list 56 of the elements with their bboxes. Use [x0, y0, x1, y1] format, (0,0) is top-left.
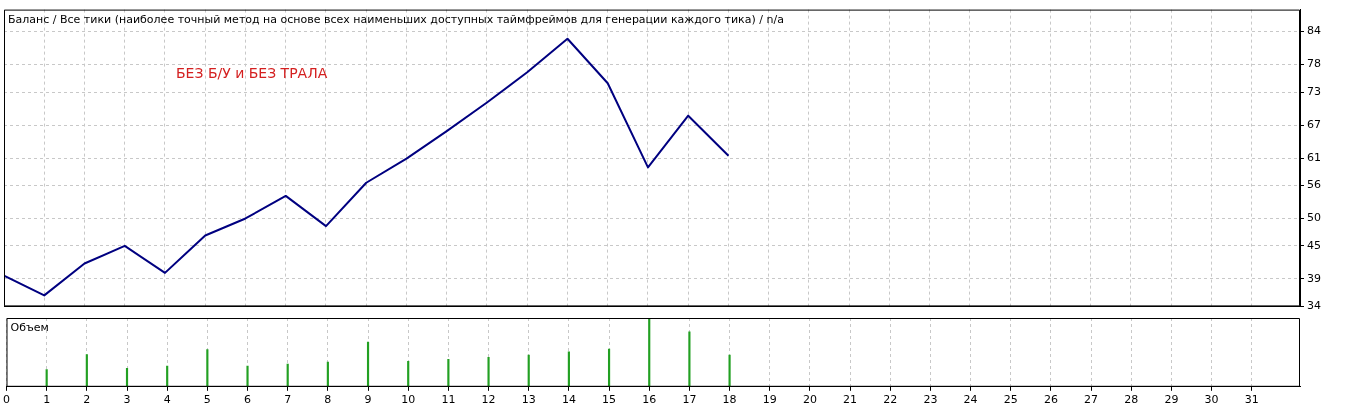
x-tick-label: 29 [1164, 393, 1179, 407]
y-tick-label: 78 [1307, 57, 1321, 71]
y-tick-label: 34 [1307, 299, 1321, 313]
x-tick-label: 25 [1003, 393, 1018, 407]
bar [366, 341, 370, 387]
bar [728, 354, 731, 387]
x-tick-label: 4 [163, 393, 171, 407]
bar [487, 356, 490, 387]
x-tick-label: 26 [1043, 393, 1058, 407]
chart-title: Объем [10, 321, 49, 335]
x-tick-label: 7 [284, 393, 292, 407]
y-tick-label: 39 [1307, 271, 1321, 285]
x-tick-label: 31 [1244, 393, 1259, 407]
y-tick-label: 50 [1307, 211, 1321, 225]
x-tick-label: 12 [481, 393, 496, 407]
x-tick-label: 10 [401, 393, 416, 407]
y-tick-label: 73 [1307, 84, 1321, 98]
y-tick-label: 61 [1307, 150, 1321, 164]
x-tick-label: 30 [1204, 393, 1219, 407]
x-tick-label: 17 [682, 393, 697, 407]
x-tick-label: 1 [43, 393, 51, 407]
x-tick-label: 2 [83, 393, 91, 407]
chart-title: Баланс / Все тики (наиболее точный метод на основе всех наименьших доступных таймфреймов для генерации каждого тика) / n/a [8, 12, 784, 26]
x-tick-label: 3 [123, 393, 131, 407]
x-tick-label: 14 [561, 393, 576, 407]
x-tick-label: 18 [722, 393, 737, 407]
bar [85, 354, 88, 387]
x-tick-label: 21 [843, 393, 858, 407]
y-tick-label: 84 [1307, 24, 1321, 38]
annotation: БЕЗ Б/У и БЕЗ ТРАЛА [176, 65, 328, 82]
x-tick-label: 23 [923, 393, 938, 407]
x-tick-label: 20 [802, 393, 817, 407]
x-tick-label: 24 [963, 393, 978, 407]
bar [447, 358, 450, 387]
bar [607, 348, 611, 387]
x-tick-label: 16 [642, 393, 657, 407]
x-tick-label: 5 [203, 393, 211, 407]
bar [246, 365, 249, 387]
y-tick-label: 56 [1307, 178, 1321, 192]
x-tick-label: 13 [521, 393, 536, 407]
x-tick-label: 8 [324, 393, 332, 407]
x-tick-label: 6 [244, 393, 252, 407]
x-tick-label: 28 [1124, 393, 1139, 407]
x-tick-label: 27 [1084, 393, 1099, 407]
x-tick-label: 15 [602, 393, 617, 407]
x-tick-label: 11 [441, 393, 456, 407]
y-tick-label: 45 [1307, 238, 1321, 252]
x-tick-label: 22 [883, 393, 898, 407]
bar [688, 331, 691, 387]
bar [206, 349, 209, 387]
x-tick-label: 9 [364, 393, 372, 407]
x-tick-label: 19 [762, 393, 777, 407]
x-tick-label: 0 [3, 393, 10, 407]
bar [567, 351, 570, 387]
y-tick-label: 67 [1307, 117, 1321, 131]
bar [527, 354, 530, 387]
